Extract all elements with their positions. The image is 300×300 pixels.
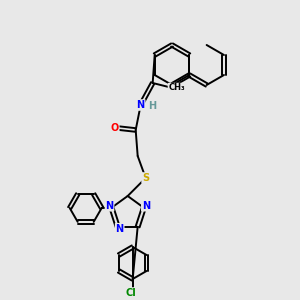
Text: CH₃: CH₃ xyxy=(168,83,185,92)
Text: N: N xyxy=(142,201,150,211)
Text: H: H xyxy=(148,101,157,111)
Text: S: S xyxy=(142,173,149,183)
Text: N: N xyxy=(116,224,124,234)
Text: O: O xyxy=(111,123,119,133)
Text: N: N xyxy=(136,100,145,110)
Text: Cl: Cl xyxy=(125,288,136,298)
Text: N: N xyxy=(105,201,114,211)
